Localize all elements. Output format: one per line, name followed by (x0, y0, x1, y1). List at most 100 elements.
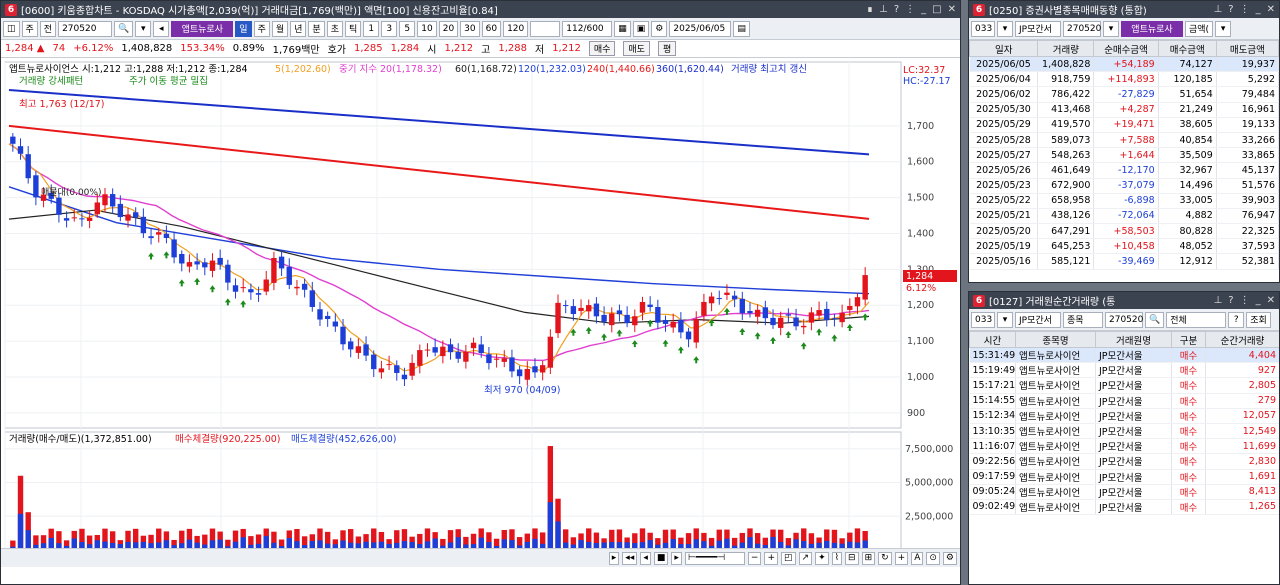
ticks-row[interactable]: 09:22:56 앱트뉴로사이언 JP모간서울 매수 2,830 (969, 453, 1279, 470)
prev-button[interactable]: 전 (39, 20, 57, 37)
expand-icon[interactable]: ⊞ (861, 551, 876, 565)
grid-icon[interactable]: ▦ (614, 20, 631, 37)
period-week[interactable]: 주 (253, 20, 270, 37)
period-tick[interactable]: 틱 (344, 20, 362, 37)
count-input[interactable]: 112/600 (562, 20, 613, 37)
close-icon[interactable]: ✕ (1266, 295, 1275, 306)
pin-icon[interactable]: ⊥ (1213, 4, 1223, 15)
ticks-header-4[interactable]: 순간거래량 (1205, 331, 1279, 348)
kind-select[interactable]: 종목 (1063, 311, 1103, 328)
fit-icon[interactable]: ◰ (781, 551, 796, 565)
ticks-titlebar[interactable]: 6 [0127] 거래원순간거래량 (통 ⊥ ? ⋮ _ ✕ (969, 292, 1279, 309)
ticks-header-3[interactable]: 구분 (1171, 331, 1206, 348)
broker-code-input[interactable]: 033 (971, 311, 995, 328)
help-icon[interactable]: ? (1228, 295, 1234, 306)
price-chart[interactable]: 1,700 1,600 1,500 1,400 1,300 1,200 1,100 1,000… (1, 60, 961, 567)
scroll-first-icon[interactable]: ▸ (608, 551, 620, 565)
investor-row[interactable]: 2025/05/28 589,073 +7,588 40,854 33,266 (969, 132, 1279, 149)
investor-row[interactable]: 2025/05/21 438,126 -72,064 4,882 76,947 (969, 208, 1279, 225)
investor-row[interactable]: 2025/05/26 461,649 -12,170 32,967 45,137 (969, 162, 1279, 179)
pin-icon[interactable]: ⊥ (1213, 295, 1223, 306)
link-icon[interactable]: ∎ (866, 4, 874, 15)
more-icon[interactable]: ⋮ (905, 4, 916, 15)
ticks-row[interactable]: 15:17:21 앱트뉴로사이언 JP모간서울 매수 2,805 (969, 377, 1279, 394)
buy-button[interactable]: 매수 (588, 41, 616, 56)
minimize-icon[interactable]: _ (921, 4, 927, 15)
investor-header-0[interactable]: 일자 (969, 40, 1039, 57)
investor-header-2[interactable]: 순매수금액 (1093, 40, 1159, 57)
sell-button[interactable]: 매도 (623, 41, 650, 56)
chevron-down-icon[interactable]: ▾ (1215, 20, 1232, 37)
zoom-slider[interactable]: ⊢━━━━⊣ (684, 551, 745, 565)
ticks-row[interactable]: 15:19:49 앱트뉴로사이언 JP모간서울 매수 927 (969, 362, 1279, 379)
code-input[interactable]: 270520 (58, 20, 113, 37)
chevron-down-icon[interactable]: ▾ (135, 20, 152, 37)
chevron-down-icon[interactable]: ▾ (1103, 20, 1119, 37)
close-icon[interactable]: ✕ (947, 4, 956, 15)
more-icon[interactable]: ⋮ (1239, 295, 1250, 306)
filter-select[interactable]: 전체 (1166, 311, 1227, 328)
investor-titlebar[interactable]: 6 [0250] 증권사별종목매매동향 (통합) ⊥ ? ⋮ _ ✕ (969, 1, 1279, 18)
period-minute[interactable]: 분 (308, 20, 325, 37)
investor-row[interactable]: 2025/06/04 918,759 +114,893 120,185 5,292 (969, 71, 1279, 88)
search-icon[interactable]: 🔍 (114, 20, 134, 37)
chevron-down-icon[interactable]: ▾ (997, 311, 1013, 328)
minimize-icon[interactable]: _ (1255, 4, 1261, 15)
minute-120[interactable]: 120 (503, 20, 529, 37)
arrow-left-icon[interactable]: ◂ (153, 20, 170, 37)
investor-row[interactable]: 2025/05/29 419,570 +19,471 38,605 19,133 (969, 117, 1279, 133)
ticks-row[interactable]: 09:05:24 앱트뉴로사이언 JP모간서울 매수 8,413 (969, 484, 1279, 500)
save-icon[interactable]: ▣ (632, 20, 650, 37)
ticks-header-1[interactable]: 종목명 (1015, 331, 1096, 348)
magnet-icon[interactable]: ⊙ (926, 551, 940, 565)
ticks-row[interactable]: 11:16:07 앱트뉴로사이언 JP모간서울 매수 11,699 (969, 438, 1279, 455)
chart-area[interactable]: 1,700 1,600 1,500 1,400 1,300 1,200 1,100 1,000… (1, 60, 961, 567)
ticks-row[interactable]: 15:31:49 앱트뉴로사이언 JP모간서울 매수 4,404 (969, 347, 1279, 364)
ticks-table-wrap[interactable]: 시간 종목명 거래원명 구분 순간거래량 15:31:49 앱트뉴로사이언 JP모간서울 매수… (969, 331, 1279, 581)
evaluate-button[interactable]: 평 (657, 41, 677, 56)
stock-name-tag[interactable]: 앱트뉴로사 (171, 20, 234, 37)
interval-input[interactable] (530, 20, 561, 37)
period-year[interactable]: 년 (290, 20, 307, 37)
period-month[interactable]: 월 (271, 20, 289, 37)
ticks-row[interactable]: 15:14:55 앱트뉴로사이언 JP모간서울 매수 279 (969, 393, 1279, 409)
stop-icon[interactable]: ■ (653, 551, 669, 565)
help-button[interactable]: ? (1228, 311, 1245, 328)
rewind-icon[interactable]: ◂◂ (622, 551, 638, 565)
chevron-down-icon[interactable]: ▾ (997, 20, 1013, 37)
period-day[interactable]: 일 (235, 20, 252, 37)
text-tool-icon[interactable]: A (911, 551, 924, 565)
layout-icon[interactable]: ◫ (3, 20, 20, 37)
broker-code-input[interactable]: 033 (971, 20, 995, 37)
zoom-out-icon[interactable]: − (747, 551, 762, 565)
investor-row[interactable]: 2025/05/22 658,958 -6,898 33,005 39,903 (969, 193, 1279, 209)
ticks-header-2[interactable]: 거래원명 (1095, 331, 1172, 348)
unit-select[interactable]: 금액( (1185, 20, 1214, 37)
help-icon[interactable]: ? (893, 4, 900, 15)
shrink-icon[interactable]: ⊟ (845, 551, 859, 565)
search-icon[interactable]: 🔍 (1145, 311, 1165, 328)
cross-icon[interactable]: ✦ (815, 551, 829, 565)
investor-row[interactable]: 2025/05/16 585,121 -39,469 12,912 52,381 (969, 253, 1279, 270)
stock-code-input[interactable]: 270520 (1063, 20, 1101, 37)
chart-titlebar[interactable]: 6 [0600] 키움종합차트 - KOSDAQ 시가총액[2,039(억)] … (1, 1, 960, 18)
ticks-row[interactable]: 13:10:35 앱트뉴로사이언 JP모간서울 매수 12,549 (969, 423, 1279, 440)
minute-3[interactable]: 3 (381, 20, 398, 37)
query-button[interactable]: 조회 (1246, 311, 1271, 328)
maximize-icon[interactable]: □ (932, 4, 942, 15)
minute-20[interactable]: 20 (438, 20, 459, 37)
more-icon[interactable]: ⋮ (1239, 4, 1250, 15)
broker-name-field[interactable]: JP모간서 (1015, 20, 1061, 37)
investor-table-wrap[interactable]: 일자 거래량 순매수금액 매수금액 매도금액 2025/06/05 1,408,828 +5… (969, 40, 1279, 282)
calendar-icon[interactable]: ▤ (733, 20, 750, 37)
investor-header-3[interactable]: 매수금액 (1157, 40, 1217, 57)
close-icon[interactable]: ✕ (1266, 4, 1275, 15)
prev-icon[interactable]: ◂ (640, 551, 651, 565)
next-icon[interactable]: ▸ (671, 551, 682, 565)
minute-10[interactable]: 10 (417, 20, 437, 37)
trend-icon[interactable]: ↗ (798, 551, 813, 565)
stock-name-tag[interactable]: 앱트뉴로사 (1121, 20, 1183, 37)
minimize-icon[interactable]: _ (1255, 295, 1261, 306)
minute-60[interactable]: 60 (481, 20, 502, 37)
gear-icon[interactable]: ⚙ (651, 20, 668, 37)
